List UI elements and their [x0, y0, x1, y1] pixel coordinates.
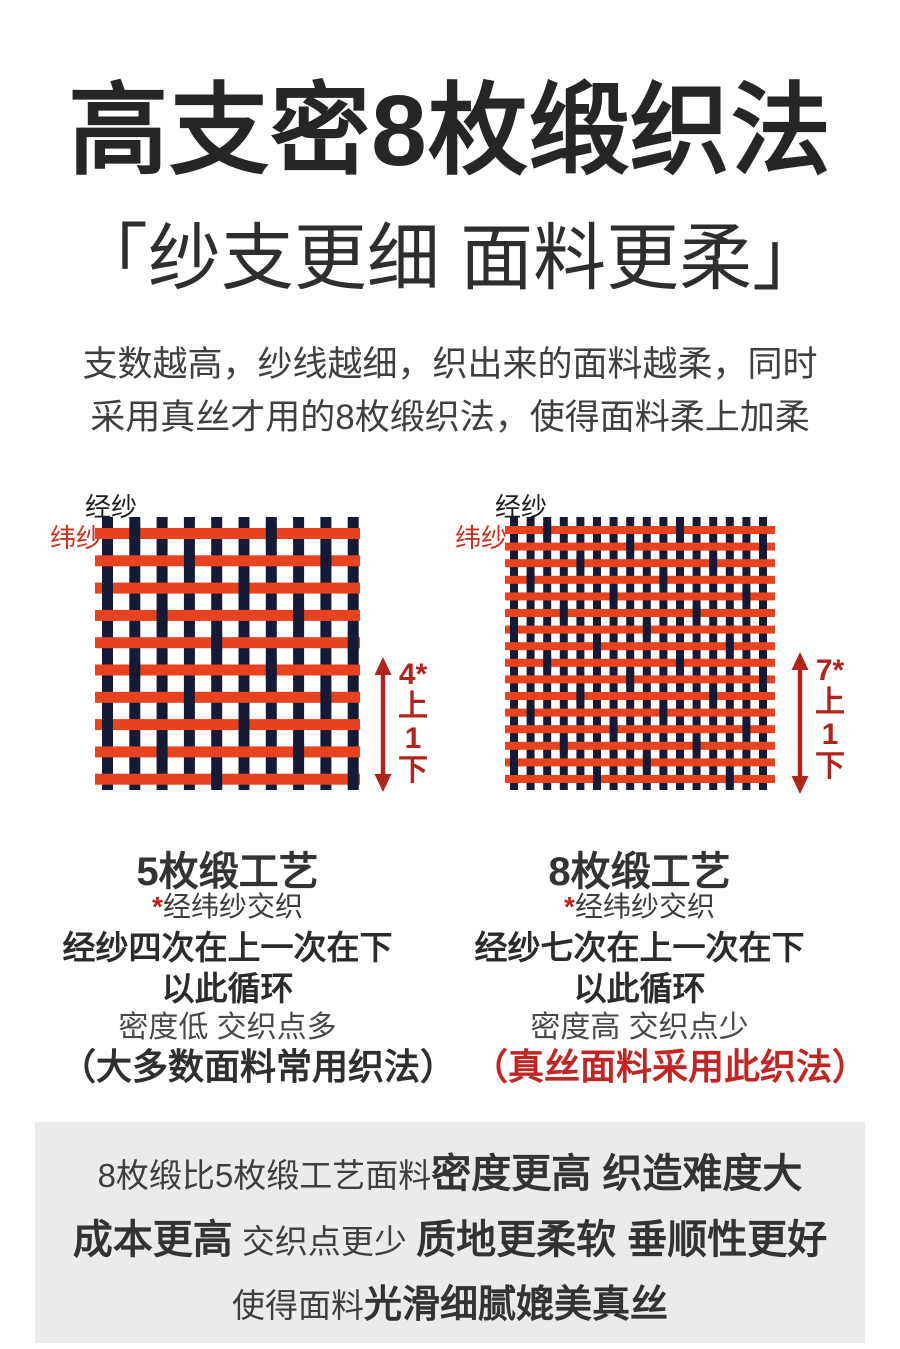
summary-segment: 密度更高 织造难度大 [431, 1152, 803, 1196]
summary-line: 成本更高 交织点更少 质地更柔软 垂顺性更好 [73, 1207, 827, 1265]
repeat-arrow-icon [370, 657, 396, 797]
desc-density: 密度低 交织点多 [118, 1011, 337, 1044]
summary-segment: 成本更高 [72, 1218, 233, 1262]
weave-grid-satin5 [95, 517, 360, 795]
annotation-line: 上 [815, 686, 845, 719]
diagram-note: （真丝面料采用此织法） [472, 1046, 869, 1087]
intro-text: 支数越高，纱线越细，织出来的面料越柔，同时 采用真丝才用的8枚缎织法，使得面料柔… [0, 338, 900, 444]
annotation-line: 下 [398, 754, 428, 787]
asterisk-mark: * [152, 891, 163, 922]
asterisk-mark: * [564, 891, 575, 922]
annotation-line: 上 [398, 690, 428, 723]
intro-line-2: 采用真丝才用的8枚缎织法，使得面料柔上加柔 [90, 398, 810, 437]
intro-line-1: 支数越高，纱线越细，织出来的面料越柔，同时 [82, 345, 818, 384]
summary-line: 使得面料光滑细腻媲美真丝 [232, 1273, 668, 1328]
summary-segment: 光滑细腻媲美真丝 [363, 1284, 668, 1326]
desc-interlace: *经纬纱交织 [564, 891, 715, 922]
weft-yarn-label: 纬纱 [50, 523, 103, 553]
diagram-description: *经纬纱交织 经纱七次在上一次在下 以此循环 密度高 交织点少 [472, 889, 807, 1047]
repeat-arrow-icon [787, 652, 813, 799]
desc-cycle: 以此循环 [161, 970, 294, 1007]
annotation-line: 7* [815, 654, 845, 687]
page-subtitle: 「纱支更细 面料更柔」 [74, 218, 826, 299]
desc-interlace: *经纬纱交织 [152, 891, 303, 922]
diagram-description: *经纬纱交织 经纱四次在上一次在下 以此循环 密度低 交织点多 [60, 889, 395, 1047]
diagram-note: （大多数面料常用织法） [60, 1046, 457, 1087]
desc-density: 密度高 交织点少 [530, 1011, 749, 1044]
warp-yarn-label: 经纱 [495, 492, 548, 522]
weft-yarn-label: 纬纱 [455, 523, 508, 553]
summary-segment: 使得面料 [231, 1287, 364, 1324]
desc-cycle: 以此循环 [573, 970, 706, 1007]
repeat-annotation: 7* 上 1 下 [815, 655, 845, 783]
annotation-line: 1 [404, 722, 422, 755]
desc-warp-rule: 经纱七次在上一次在下 [474, 929, 805, 966]
annotation-line: 4* [398, 658, 428, 691]
diagram-caption: 8枚缎工艺 [548, 850, 731, 894]
repeat-annotation: 4* 上 1 下 [398, 659, 428, 787]
desc-warp-rule: 经纱四次在上一次在下 [62, 929, 393, 966]
annotation-line: 下 [815, 750, 845, 783]
diagram-caption: 5枚缎工艺 [136, 850, 319, 894]
summary-segment: 质地更柔软 垂顺性更好 [416, 1218, 828, 1262]
summary-box: 8枚缎比5枚缎工艺面料密度更高 织造难度大 成本更高 交织点更少 质地更柔软 垂… [35, 1122, 865, 1343]
summary-line: 8枚缎比5枚缎工艺面料密度更高 织造难度大 [98, 1141, 803, 1199]
weave-grid-satin8 [505, 517, 775, 795]
summary-segment: 交织点更少 [232, 1223, 417, 1260]
annotation-line: 1 [821, 718, 839, 751]
summary-segment: 8枚缎比5枚缎工艺面料 [97, 1157, 432, 1194]
page-title: 高支密8枚缎织法 [68, 75, 832, 187]
